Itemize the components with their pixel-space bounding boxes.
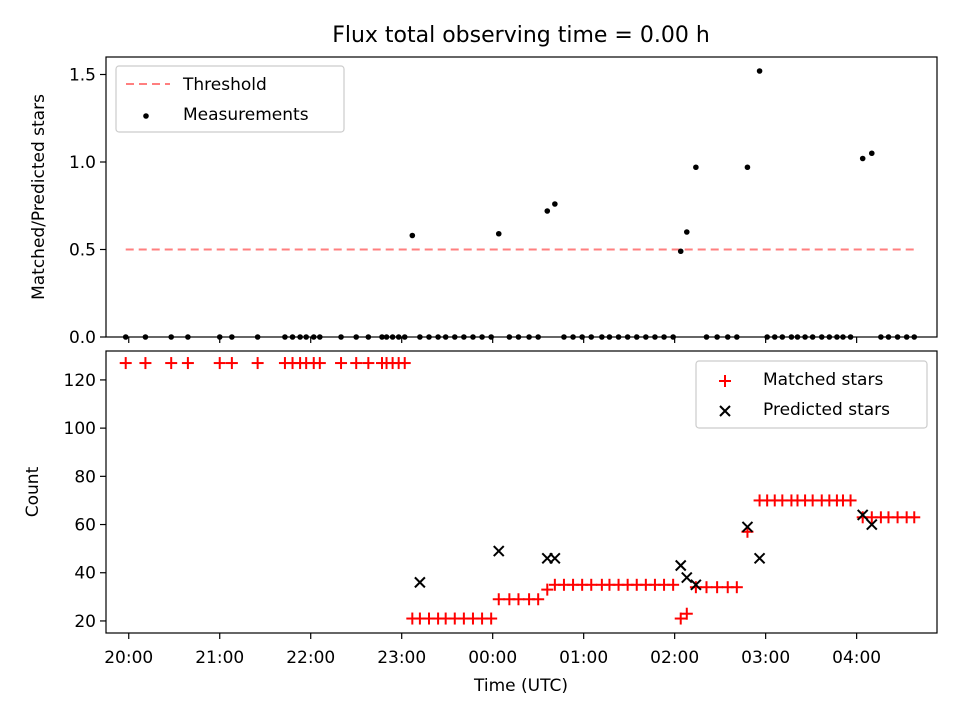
matched-star-point (674, 612, 687, 625)
measurement-point (409, 232, 416, 239)
predicted-star-point (856, 509, 869, 521)
matched-star-point (680, 607, 693, 620)
bottom-y-tick-label: 60 (74, 516, 96, 536)
measurement-point (677, 248, 684, 255)
predicted-star-point (549, 552, 561, 564)
predicted-star-point (681, 571, 693, 584)
x-axis-label: Time (UTC) (473, 676, 568, 696)
matched-star-point (492, 593, 505, 606)
matched-star-point (667, 578, 680, 591)
matched-star-point (350, 357, 363, 370)
bottom-y-tick-label: 20 (74, 612, 96, 632)
bottom-x-tick-label: 03:00 (741, 648, 790, 668)
top-y-tick-label: 1.0 (69, 153, 96, 173)
legend-measurements-swatch (143, 113, 149, 119)
measurement-point (693, 164, 699, 171)
matched-star-point (730, 581, 743, 594)
matched-star-point (541, 583, 554, 596)
legend-threshold-label: Threshold (182, 75, 267, 95)
legend-measurements-label: Measurements (183, 105, 309, 125)
bottom-plot-marks (119, 357, 921, 625)
measurement-point (683, 229, 690, 235)
measurement-point (552, 201, 558, 207)
matched-star-point (711, 581, 724, 594)
top-y-axis-label: Matched/Predicted stars (29, 94, 49, 300)
top-y-tick-label: 0.5 (69, 241, 96, 261)
top-plot-marks (122, 68, 918, 340)
top-y-tick-label: 1.5 (69, 66, 96, 86)
legend-matched-swatch (719, 375, 731, 387)
bottom-x-tick-label: 00:00 (468, 648, 517, 668)
top-y-tick-label: 0.0 (69, 328, 96, 348)
legend-predicted-swatch (719, 405, 731, 417)
predicted-star-point (741, 521, 754, 533)
top-chart-title: Flux total observing time = 0.00 h (332, 23, 710, 48)
matched-star-point (908, 511, 921, 524)
bottom-axis-ticks: 20 40 60 80 100 120 20:00 21:00 22:00 23:00 00:00 0… (64, 371, 882, 668)
predicted-star-point (753, 552, 766, 564)
matched-star-point (251, 357, 264, 370)
matched-star-point (689, 581, 702, 594)
matched-star-point (844, 494, 857, 507)
predicted-star-point (493, 545, 505, 557)
measurement-point (859, 155, 866, 162)
bottom-x-tick-label: 22:00 (286, 648, 335, 668)
matched-star-point (335, 357, 348, 370)
matched-star-point (585, 578, 598, 591)
bottom-legend-box (695, 360, 928, 429)
measurement-point (495, 230, 502, 237)
matched-star-point (532, 593, 545, 606)
predicted-star-point (866, 518, 878, 531)
bottom-y-tick-label: 120 (64, 371, 96, 391)
predicted-star-point (675, 559, 687, 572)
bottom-x-tick-label: 02:00 (650, 648, 699, 668)
measurement-point (868, 150, 875, 157)
matched-star-point (485, 612, 498, 625)
matched-star-point (700, 581, 713, 594)
bottom-x-tick-label: 04:00 (832, 648, 881, 668)
top-legend-box (115, 65, 345, 133)
bottom-plot-frame (105, 350, 938, 634)
matched-star-point (225, 357, 238, 370)
bottom-y-tick-label: 40 (74, 564, 96, 584)
bottom-x-tick-label: 20:00 (104, 648, 153, 668)
matched-star-point (512, 593, 525, 606)
bottom-y-axis-label: Count (23, 466, 43, 517)
matched-star-point (119, 357, 132, 370)
legend-predicted-label: Predicted stars (763, 400, 890, 420)
bottom-legend: Matched stars Predicted stars (695, 360, 928, 429)
bottom-y-tick-label: 80 (74, 467, 96, 487)
matched-star-point (139, 357, 152, 370)
legend-matched-label: Matched stars (763, 370, 883, 390)
top-plot-frame (105, 56, 938, 338)
matched-star-point (398, 357, 411, 370)
matched-star-point (165, 357, 178, 370)
top-legend: Threshold Measurements (115, 65, 345, 133)
matched-star-point (362, 357, 375, 370)
bottom-x-tick-label: 21:00 (195, 648, 244, 668)
measurement-point (756, 68, 763, 74)
predicted-star-point (414, 576, 426, 589)
top-axis-ticks: 0.0 0.5 1.0 1.5 (69, 66, 858, 348)
matched-star-point (313, 357, 326, 370)
bottom-y-tick-label: 100 (64, 419, 96, 439)
bottom-x-tick-label: 01:00 (559, 648, 608, 668)
measurement-point (744, 164, 751, 171)
matched-star-point (181, 357, 194, 370)
matched-star-point (213, 357, 226, 370)
predicted-star-point (690, 579, 702, 591)
bottom-x-tick-label: 23:00 (377, 648, 426, 668)
measurement-point (544, 208, 551, 214)
